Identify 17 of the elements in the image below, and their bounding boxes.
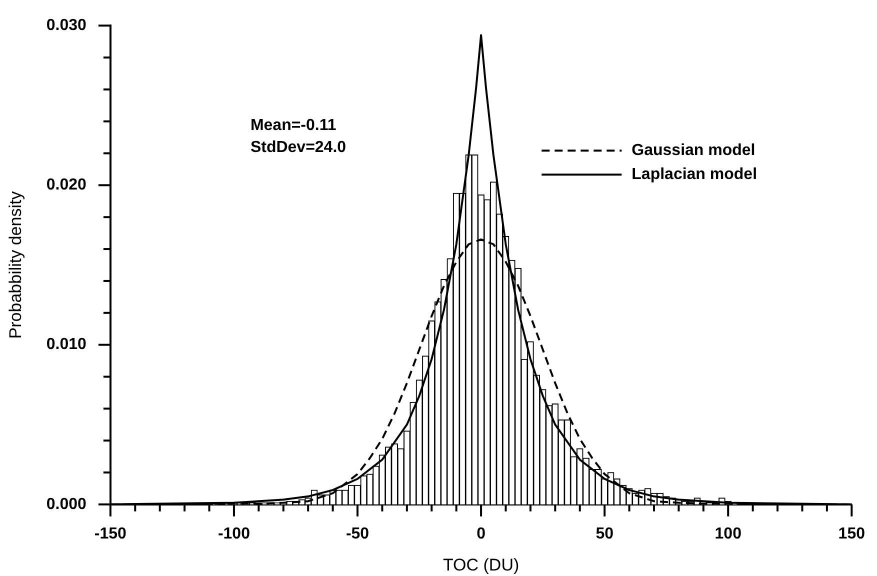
x-tick-label: -100: [218, 525, 250, 542]
legend-label: Laplacian model: [632, 166, 758, 184]
x-tick-label: 0: [476, 525, 486, 542]
y-axis-title: Probabbility density: [6, 190, 25, 339]
legend-label: Gaussian model: [632, 142, 756, 160]
annotation: Mean=-0.11: [250, 117, 336, 134]
x-tick-label: -150: [94, 525, 127, 542]
x-tick-label: 150: [838, 525, 866, 542]
y-tick-label: 0.010: [46, 336, 87, 354]
x-tick-label: 100: [714, 525, 742, 542]
x-axis-title: TOC (DU): [442, 555, 520, 574]
x-tick-label: -50: [346, 525, 370, 542]
y-tick-label: 0.030: [46, 17, 87, 34]
y-tick-label: 0.000: [46, 496, 87, 513]
y-tick-label: 0.020: [46, 176, 87, 194]
annotation: StdDev=24.0: [250, 139, 346, 156]
x-tick-label: 50: [596, 525, 614, 542]
